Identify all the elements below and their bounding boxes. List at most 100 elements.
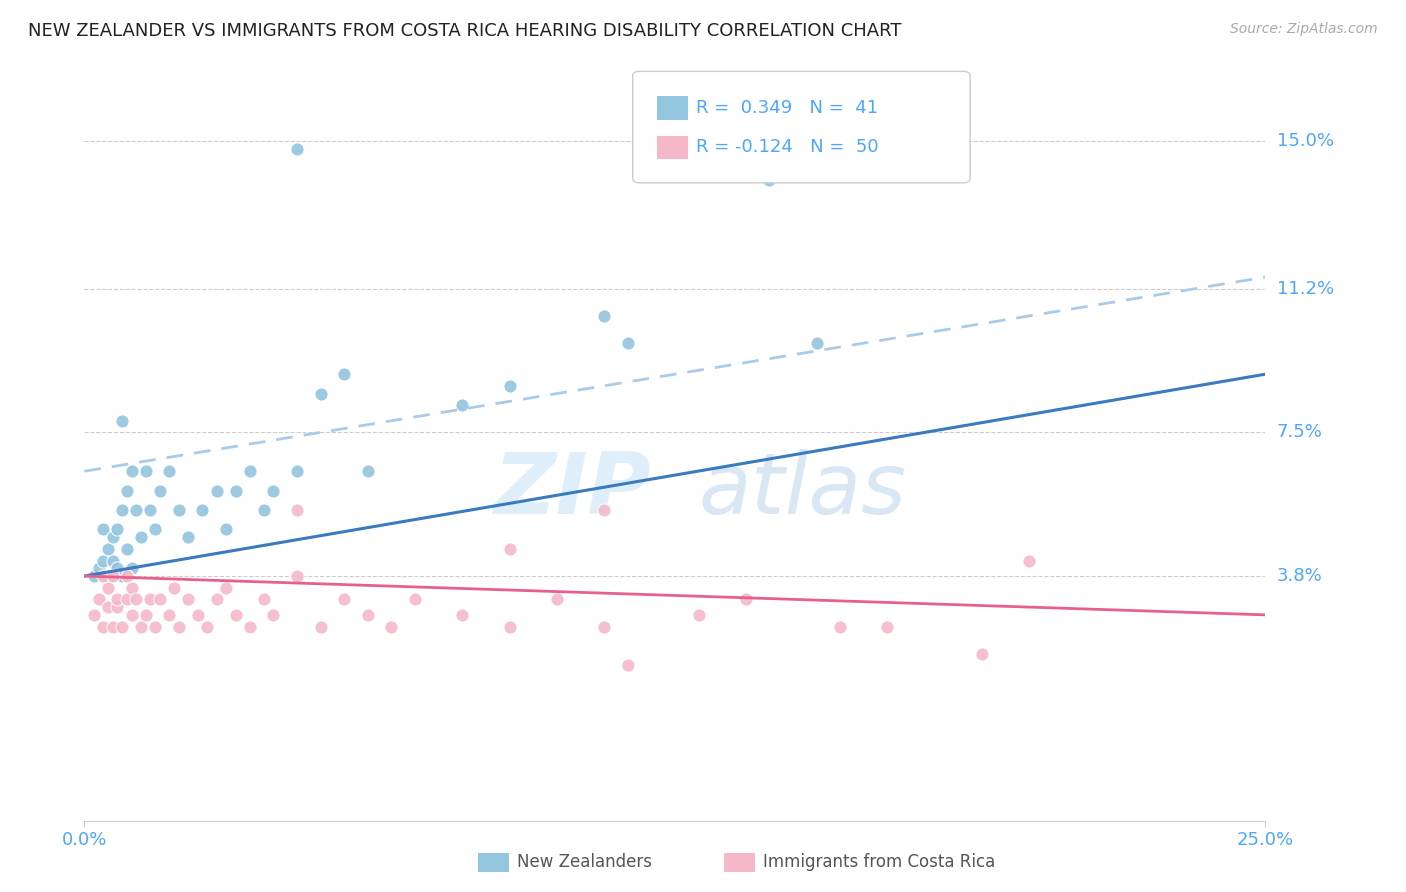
Point (143, 619, 166, 633)
Text: 11.2%: 11.2% (1277, 280, 1334, 298)
Point (357, 464, 380, 478)
Point (225, 607, 247, 622)
Point (87, 561, 110, 575)
Point (91, 553, 114, 567)
Point (83, 607, 105, 622)
Point (253, 503, 276, 517)
Point (121, 561, 143, 575)
Point (758, 173, 780, 187)
Point (239, 619, 262, 633)
Point (107, 561, 129, 575)
Point (177, 592, 200, 607)
Text: Source: ZipAtlas.com: Source: ZipAtlas.com (1230, 22, 1378, 37)
Point (87, 592, 110, 607)
Point (285, 503, 308, 517)
Point (688, 607, 710, 622)
Point (91, 523, 114, 537)
Point (135, 607, 157, 622)
Point (83, 569, 105, 583)
Text: New Zealanders: New Zealanders (517, 853, 652, 871)
Point (91, 619, 114, 633)
Point (129, 530, 152, 544)
Point (157, 607, 180, 622)
Point (498, 619, 520, 633)
Text: Immigrants from Costa Rica: Immigrants from Costa Rica (763, 853, 995, 871)
Point (262, 483, 284, 498)
Point (333, 367, 356, 381)
Point (239, 464, 262, 478)
Point (285, 464, 308, 478)
Point (177, 530, 200, 544)
Point (115, 569, 138, 583)
Point (191, 503, 214, 517)
Point (121, 607, 143, 622)
Point (167, 503, 190, 517)
Point (593, 503, 616, 517)
Point (357, 607, 380, 622)
Point (149, 483, 172, 498)
Point (135, 464, 157, 478)
Point (111, 503, 134, 517)
Point (195, 619, 218, 633)
Point (139, 592, 162, 607)
Point (125, 503, 148, 517)
Point (546, 592, 568, 607)
Point (451, 607, 474, 622)
Point (593, 619, 616, 633)
Point (101, 530, 124, 544)
Point (143, 523, 166, 537)
Text: NEW ZEALANDER VS IMMIGRANTS FROM COSTA RICA HEARING DISABILITY CORRELATION CHART: NEW ZEALANDER VS IMMIGRANTS FROM COSTA R… (28, 22, 901, 40)
Point (1018, 553, 1040, 567)
Point (187, 607, 209, 622)
Point (97, 569, 120, 583)
Point (970, 647, 993, 661)
Point (451, 398, 474, 412)
Point (253, 592, 276, 607)
Point (115, 592, 138, 607)
Point (167, 619, 190, 633)
Point (309, 619, 332, 633)
Point (215, 523, 238, 537)
Point (285, 569, 308, 583)
Point (111, 569, 134, 583)
Point (830, 619, 852, 633)
Point (101, 553, 124, 567)
Point (91, 569, 114, 583)
Point (806, 336, 828, 351)
Text: 15.0%: 15.0% (1277, 132, 1333, 150)
Point (139, 503, 162, 517)
Point (111, 619, 134, 633)
Point (205, 483, 228, 498)
Text: R =  0.349   N =  41: R = 0.349 N = 41 (696, 99, 879, 117)
Point (734, 592, 756, 607)
Text: 3.8%: 3.8% (1277, 567, 1322, 585)
Point (616, 336, 638, 351)
Point (205, 592, 228, 607)
Point (404, 592, 426, 607)
Point (111, 414, 134, 428)
Point (215, 581, 238, 595)
Point (309, 386, 332, 401)
Point (97, 581, 120, 595)
Point (107, 592, 129, 607)
Point (876, 619, 898, 633)
Point (107, 523, 129, 537)
Point (115, 483, 138, 498)
Point (101, 619, 124, 633)
Point (593, 309, 616, 323)
Point (101, 569, 124, 583)
Point (149, 592, 172, 607)
Point (107, 600, 129, 615)
Point (129, 619, 152, 633)
Point (163, 581, 186, 595)
Point (498, 541, 520, 556)
Point (333, 592, 356, 607)
Point (616, 658, 638, 673)
Point (262, 607, 284, 622)
Point (225, 483, 247, 498)
Point (498, 379, 520, 393)
Point (380, 619, 402, 633)
Point (125, 592, 148, 607)
Point (115, 541, 138, 556)
Point (285, 142, 308, 156)
